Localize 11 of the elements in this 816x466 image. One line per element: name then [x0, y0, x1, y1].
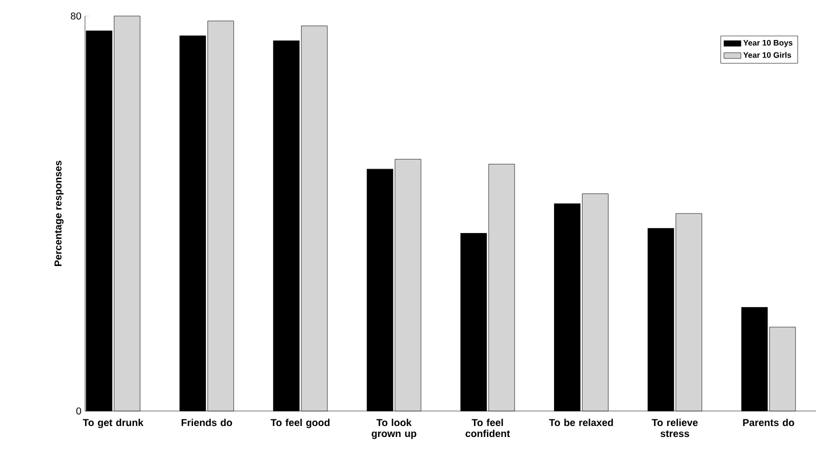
x-tick-label: To look grown up	[372, 418, 416, 440]
x-tick-label: To feel good	[270, 418, 330, 428]
x-tick-label: Friends do	[182, 418, 232, 426]
x-tick-label: To be relaxed	[549, 418, 613, 426]
x-tick-label: To get drunk	[82, 418, 144, 428]
y-tick-label: 80	[70, 12, 82, 20]
x-tick-label: To feel confident	[466, 418, 510, 438]
y-axis-title: Percentage responses	[54, 160, 64, 266]
x-tick-label: To relieve stress	[652, 418, 698, 438]
x-tick-label: Parents do	[743, 418, 794, 426]
y-tick-label: 0	[76, 407, 82, 415]
